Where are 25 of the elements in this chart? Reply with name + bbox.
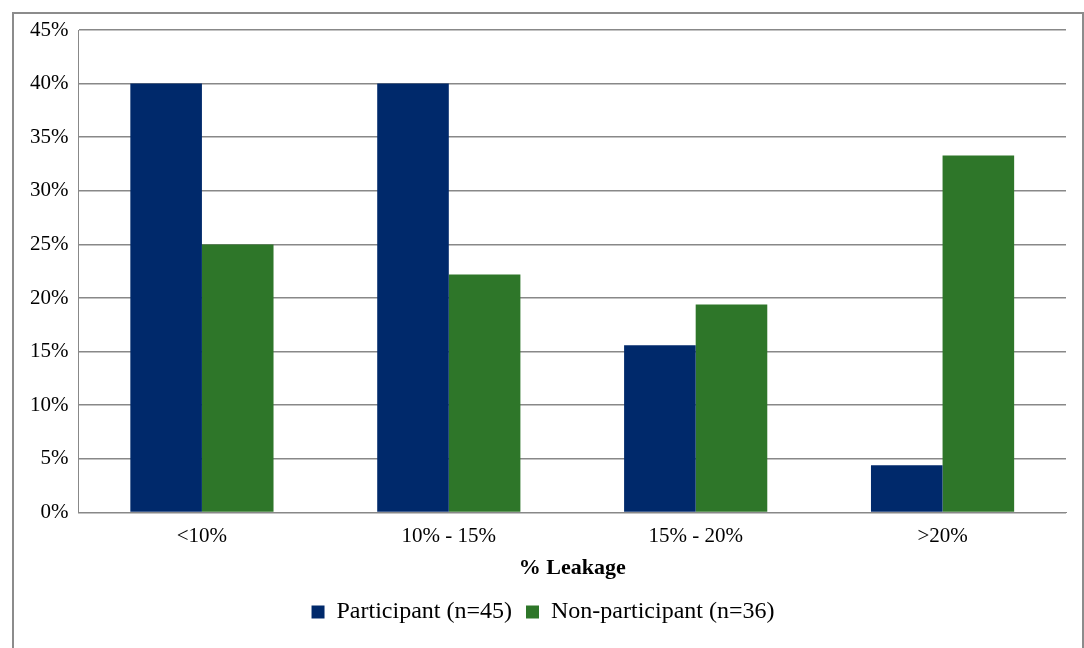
bar: [695, 304, 768, 512]
y-tick-label: 40%: [29, 70, 69, 95]
legend-label: Non-participant (n=36): [551, 597, 775, 624]
y-tick-label: 20%: [29, 284, 69, 309]
legend-label: Participant (n=45): [336, 597, 513, 624]
bar: [201, 244, 274, 512]
bar: [377, 83, 449, 512]
x-tick-label: 15% - 20%: [648, 522, 743, 547]
bar: [130, 83, 202, 512]
y-tick-label: 45%: [29, 16, 69, 41]
y-tick-label: 35%: [29, 123, 69, 148]
x-axis-title: % Leakage: [518, 554, 626, 580]
y-tick-label: 25%: [29, 230, 69, 255]
bar: [942, 155, 1015, 512]
x-tick-label: 10% - 15%: [401, 522, 497, 547]
y-tick-label: 0%: [40, 498, 69, 523]
bar: [448, 274, 521, 512]
y-tick-label: 5%: [40, 445, 69, 470]
x-tick-label: >20%: [917, 522, 968, 547]
y-tick-label: 15%: [29, 338, 69, 363]
y-tick-label: 30%: [29, 177, 69, 202]
bar: [624, 345, 696, 512]
y-tick-label: 10%: [29, 391, 69, 416]
x-tick-label: <10%: [176, 522, 228, 547]
bar: [870, 465, 943, 512]
